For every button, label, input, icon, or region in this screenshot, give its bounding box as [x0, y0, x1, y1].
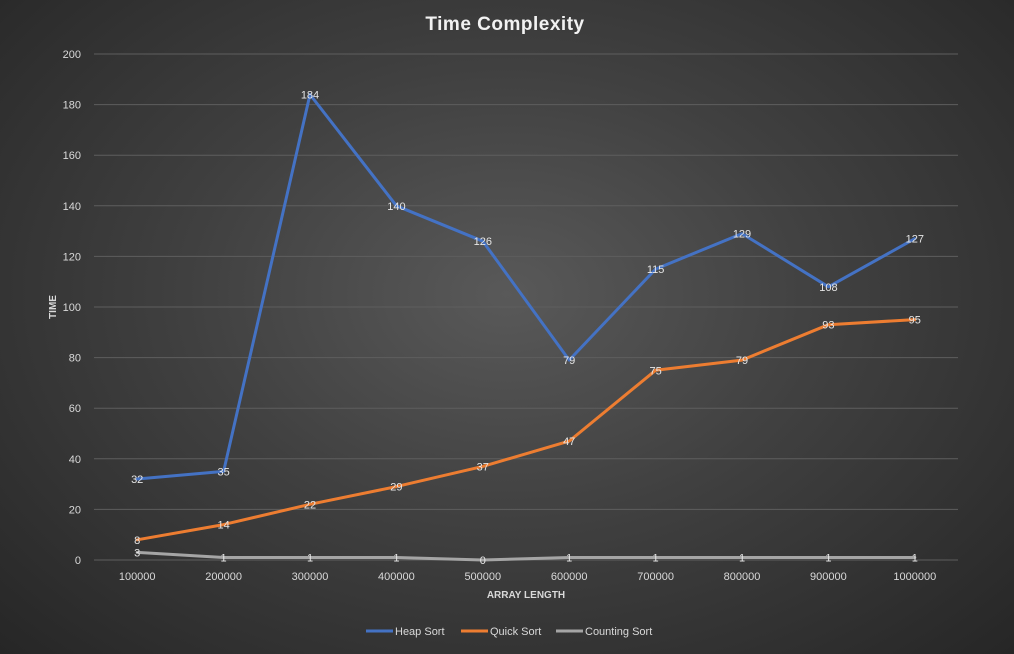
data-label: 1: [912, 552, 918, 564]
legend-label: Counting Sort: [585, 626, 652, 638]
x-axis-title: ARRAY LENGTH: [487, 590, 565, 601]
data-label: 3: [134, 547, 140, 559]
data-label: 184: [301, 89, 319, 101]
data-label: 37: [477, 461, 489, 473]
x-tick-label: 200000: [205, 571, 242, 583]
y-tick-label: 200: [63, 49, 81, 61]
data-label: 95: [909, 315, 921, 327]
y-axis-title: TIME: [48, 295, 59, 319]
x-tick-label: 100000: [119, 571, 156, 583]
data-label: 79: [736, 355, 748, 367]
data-label: 47: [563, 436, 575, 448]
x-tick-label: 400000: [378, 571, 415, 583]
data-label: 14: [217, 520, 229, 532]
data-label: 0: [480, 555, 486, 567]
legend-label: Heap Sort: [395, 626, 445, 638]
chart-title: Time Complexity: [425, 14, 584, 35]
x-axis-ticks: 100000 200000 300000 400000 500000 600000 7000…: [119, 571, 936, 583]
series-line-heap-sort: [135, 93, 917, 481]
x-tick-label: 600000: [551, 571, 588, 583]
data-label: 1: [825, 552, 831, 564]
data-label: 32: [131, 474, 143, 486]
y-tick-label: 120: [63, 251, 81, 263]
data-label: 129: [733, 229, 751, 241]
x-tick-label: 700000: [637, 571, 674, 583]
x-tick-label: 1000000: [893, 571, 936, 583]
x-tick-label: 800000: [724, 571, 761, 583]
data-label: 127: [906, 234, 924, 246]
data-label: 126: [474, 236, 492, 248]
data-label: 1: [566, 552, 572, 564]
y-tick-label: 40: [69, 454, 81, 466]
data-label: 1: [307, 552, 313, 564]
data-labels: 32 35 184 140 126 79 115 129 108 127 8 14 22 29 37 47 75…: [131, 89, 924, 567]
series-lines: [135, 93, 917, 562]
y-tick-label: 160: [63, 150, 81, 162]
data-label: 108: [819, 282, 837, 294]
y-tick-label: 20: [69, 504, 81, 516]
data-label: 29: [390, 482, 402, 494]
series-line-quick-sort: [135, 318, 917, 542]
data-label: 93: [822, 320, 834, 332]
series-line-counting-sort: [135, 550, 917, 562]
data-label: 8: [134, 535, 140, 547]
data-label: 1: [653, 552, 659, 564]
y-tick-label: 100: [63, 302, 81, 314]
gridlines: [94, 53, 958, 561]
x-tick-label: 300000: [292, 571, 329, 583]
x-tick-label: 500000: [464, 571, 501, 583]
data-label: 115: [647, 264, 665, 276]
y-tick-label: 60: [69, 403, 81, 415]
y-axis-ticks: 0 20 40 60 80 100 120 140 160 180 200: [63, 49, 81, 567]
y-tick-label: 140: [63, 201, 81, 213]
data-label: 1: [739, 552, 745, 564]
data-label: 1: [393, 552, 399, 564]
data-label: 140: [387, 201, 405, 213]
data-label: 79: [563, 355, 575, 367]
x-tick-label: 900000: [810, 571, 847, 583]
legend-label: Quick Sort: [490, 626, 541, 638]
data-label: 75: [649, 365, 661, 377]
y-tick-label: 180: [63, 100, 81, 112]
legend: Heap Sort Quick Sort Counting Sort: [366, 626, 652, 638]
data-label: 22: [304, 499, 316, 511]
y-tick-label: 80: [69, 353, 81, 365]
data-label: 35: [217, 466, 229, 478]
y-tick-label: 0: [75, 555, 81, 567]
data-label: 1: [221, 552, 227, 564]
